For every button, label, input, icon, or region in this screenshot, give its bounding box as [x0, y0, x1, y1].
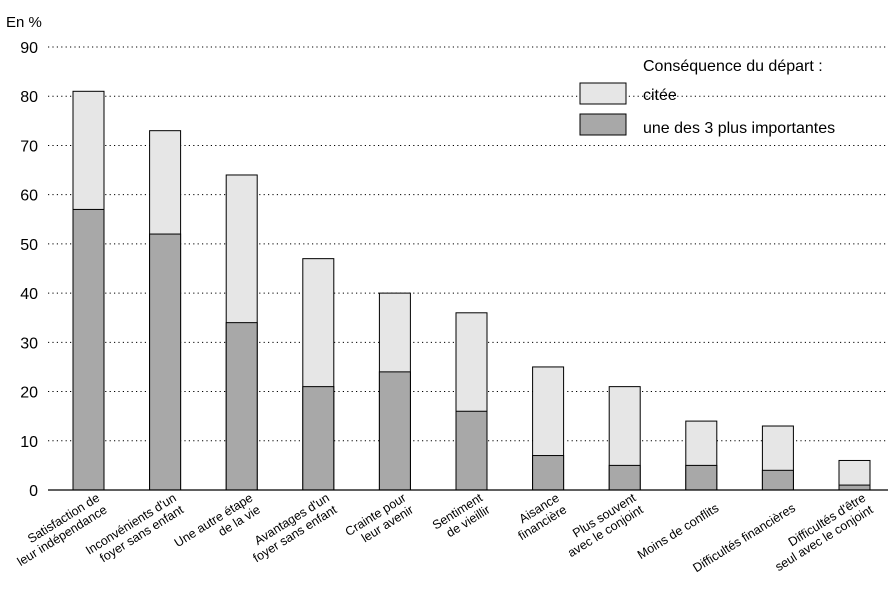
x-category-label-text: Aisancefinancière [508, 491, 569, 543]
y-tick-label: 40 [20, 286, 38, 303]
x-axis-labels: Satisfaction deleur indépendanceInconvén… [7, 490, 876, 575]
x-category-label-text: Une autre étapede la vie [172, 491, 263, 562]
bar-top3 [302, 386, 335, 491]
bars [72, 90, 871, 491]
legend-label-cited: citée [643, 87, 677, 104]
bar-top3 [608, 464, 641, 491]
y-tick-label: 90 [20, 40, 38, 57]
bar-top3 [532, 455, 565, 491]
bar-top3 [685, 464, 718, 491]
y-tick-label: 10 [20, 434, 38, 451]
legend-swatch-cited [579, 82, 627, 105]
bar-top3 [761, 469, 794, 491]
y-tick-label: 80 [20, 89, 38, 106]
y-tick-label: 60 [20, 188, 38, 205]
bar-top3 [378, 371, 411, 491]
x-category-label: Satisfaction deleur indépendance [7, 491, 110, 569]
x-category-label: Difficultés d'êtreseul avec le conjoint [765, 490, 876, 574]
x-category-label: Crainte pourleur avenir [343, 491, 416, 551]
x-category-label-text: Satisfaction deleur indépendance [7, 491, 109, 569]
legend-label-top3: une des 3 plus importantes [643, 120, 835, 137]
bar-top3 [72, 208, 105, 491]
legend-title: Conséquence du départ : [643, 58, 823, 75]
y-tick-label: 20 [20, 385, 38, 402]
bar-top3 [149, 233, 182, 491]
x-category-label: Sentimentde vieillir [430, 490, 493, 544]
bar-top3 [455, 410, 488, 491]
x-category-label-text: Plus souventavec le conjoint [558, 490, 646, 560]
legend: Conséquence du départ : citée une des 3 … [579, 58, 835, 137]
x-category-label: Aisancefinancière [508, 491, 569, 543]
bar-top3 [838, 484, 871, 491]
gridlines [48, 46, 888, 442]
y-tick-label: 50 [20, 237, 38, 254]
y-tick-label: 30 [20, 335, 38, 352]
x-category-label: Plus souventavec le conjoint [558, 490, 646, 560]
y-axis-unit-label: En % [6, 14, 42, 31]
x-category-label: Une autre étapede la vie [172, 491, 263, 562]
x-category-label-text: Sentimentde vieillir [430, 490, 493, 544]
y-axis-ticks: 0 10 20 30 40 50 60 70 80 90 [20, 40, 38, 500]
y-tick-label: 0 [29, 483, 38, 500]
legend-swatch-top3 [579, 113, 627, 136]
bar-top3 [225, 322, 258, 491]
x-category-label-text: Difficultés d'êtreseul avec le conjoint [765, 490, 876, 574]
y-tick-label: 70 [20, 138, 38, 155]
x-category-label: Avantages d'unfoyer sans enfant [243, 490, 340, 566]
x-category-label-text: Crainte pourleur avenir [343, 491, 416, 551]
x-category-label-text: Avantages d'unfoyer sans enfant [243, 490, 340, 565]
